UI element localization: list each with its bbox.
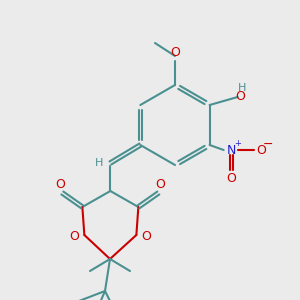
Text: O: O (56, 178, 65, 191)
Text: N: N (227, 143, 236, 157)
Text: O: O (170, 46, 180, 59)
Text: O: O (141, 230, 151, 244)
Text: H: H (238, 83, 246, 93)
Text: +: + (234, 140, 241, 148)
Text: O: O (257, 143, 267, 157)
Text: H: H (95, 158, 103, 168)
Text: O: O (155, 178, 165, 191)
Text: O: O (69, 230, 79, 244)
Text: O: O (227, 172, 237, 184)
Text: −: − (262, 137, 273, 151)
Text: O: O (236, 89, 246, 103)
